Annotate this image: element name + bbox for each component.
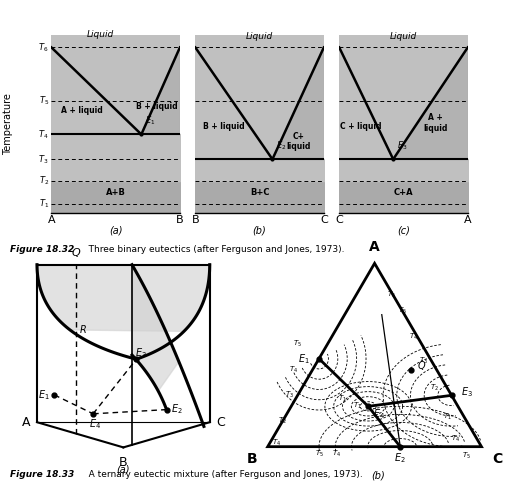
- Text: $T_4$: $T_4$: [451, 434, 461, 444]
- Text: $E_2$: $E_2$: [277, 140, 287, 152]
- Text: C: C: [492, 452, 502, 466]
- Text: C: C: [216, 416, 225, 428]
- Text: Liquid: Liquid: [390, 32, 417, 42]
- Text: A: A: [22, 416, 30, 428]
- Text: $T_3$: $T_3$: [419, 356, 428, 366]
- Text: $T_2$: $T_2$: [430, 383, 439, 393]
- Text: $T_1$: $T_1$: [353, 401, 362, 411]
- Text: $E_4$: $E_4$: [89, 418, 101, 431]
- Text: $T_4$: $T_4$: [409, 332, 417, 342]
- Text: (a): (a): [109, 225, 122, 235]
- Text: $T_3$: $T_3$: [39, 153, 49, 166]
- Text: $E_4$: $E_4$: [373, 407, 385, 420]
- Text: $E_3$: $E_3$: [461, 385, 472, 398]
- Text: A+B: A+B: [106, 188, 125, 196]
- Polygon shape: [51, 48, 141, 134]
- Text: C+
liquid: C+ liquid: [286, 132, 310, 151]
- Text: $T_1$: $T_1$: [338, 394, 347, 404]
- Text: $T_5$: $T_5$: [462, 450, 471, 461]
- Text: Figure 18.33: Figure 18.33: [10, 470, 75, 479]
- Text: $T_2$: $T_2$: [39, 174, 49, 187]
- Text: $T_5$: $T_5$: [315, 449, 323, 459]
- Text: $E_3$: $E_3$: [397, 140, 408, 152]
- Text: A +
liquid: A + liquid: [424, 113, 448, 132]
- Text: Q: Q: [418, 361, 426, 371]
- Polygon shape: [132, 264, 179, 391]
- Text: $T_3$: $T_3$: [285, 390, 293, 400]
- Text: (b): (b): [371, 470, 384, 480]
- Text: $T_1$: $T_1$: [443, 412, 452, 422]
- Text: B + liquid: B + liquid: [203, 122, 244, 131]
- Text: (c): (c): [397, 225, 410, 235]
- Text: $T_5$: $T_5$: [387, 290, 396, 300]
- Text: $T_5$: $T_5$: [293, 339, 302, 349]
- Text: $E_2$: $E_2$: [394, 451, 406, 464]
- Text: C + liquid: C + liquid: [340, 122, 382, 131]
- Polygon shape: [339, 48, 393, 159]
- Text: $T_4$: $T_4$: [38, 128, 49, 140]
- Text: B+C: B+C: [250, 188, 269, 196]
- Text: A + liquid: A + liquid: [61, 106, 103, 115]
- Text: (a): (a): [117, 465, 130, 475]
- Text: $T_5$: $T_5$: [398, 306, 407, 316]
- Polygon shape: [141, 48, 180, 134]
- Text: $E_1$: $E_1$: [38, 388, 49, 402]
- Text: Three binary eutectics (after Ferguson and Jones, 1973).: Three binary eutectics (after Ferguson a…: [80, 245, 344, 254]
- Text: Liquid: Liquid: [246, 32, 273, 42]
- Text: $T_1$: $T_1$: [39, 198, 49, 210]
- Polygon shape: [272, 48, 324, 159]
- Polygon shape: [393, 48, 468, 159]
- Text: B: B: [246, 452, 257, 466]
- Polygon shape: [195, 48, 272, 159]
- Text: $E_3$: $E_3$: [135, 346, 146, 360]
- Text: A ternary eutectic mixture (after Ferguson and Jones, 1973).: A ternary eutectic mixture (after Fergus…: [80, 470, 362, 479]
- Text: Liquid: Liquid: [86, 30, 114, 38]
- Text: Temperature: Temperature: [3, 93, 13, 154]
- Polygon shape: [37, 264, 210, 332]
- Text: $E_1$: $E_1$: [145, 115, 156, 128]
- Text: $T_4$: $T_4$: [272, 438, 281, 448]
- Text: B: B: [119, 456, 127, 469]
- Text: C+A: C+A: [394, 188, 413, 196]
- Text: (b): (b): [253, 225, 266, 235]
- Text: $T_4$: $T_4$: [332, 449, 341, 459]
- Text: $T_5$: $T_5$: [39, 94, 49, 107]
- Text: B + liquid: B + liquid: [136, 102, 177, 112]
- Text: A: A: [369, 240, 380, 254]
- Text: Q: Q: [71, 248, 80, 258]
- Text: $E_2$: $E_2$: [172, 402, 183, 416]
- Text: $T_6$: $T_6$: [39, 41, 49, 54]
- Text: $E_1$: $E_1$: [298, 352, 310, 366]
- Text: $T_4$: $T_4$: [289, 364, 298, 375]
- Text: $T_2$: $T_2$: [278, 416, 287, 426]
- Text: Figure 18.32: Figure 18.32: [10, 245, 75, 254]
- Text: R: R: [80, 325, 87, 335]
